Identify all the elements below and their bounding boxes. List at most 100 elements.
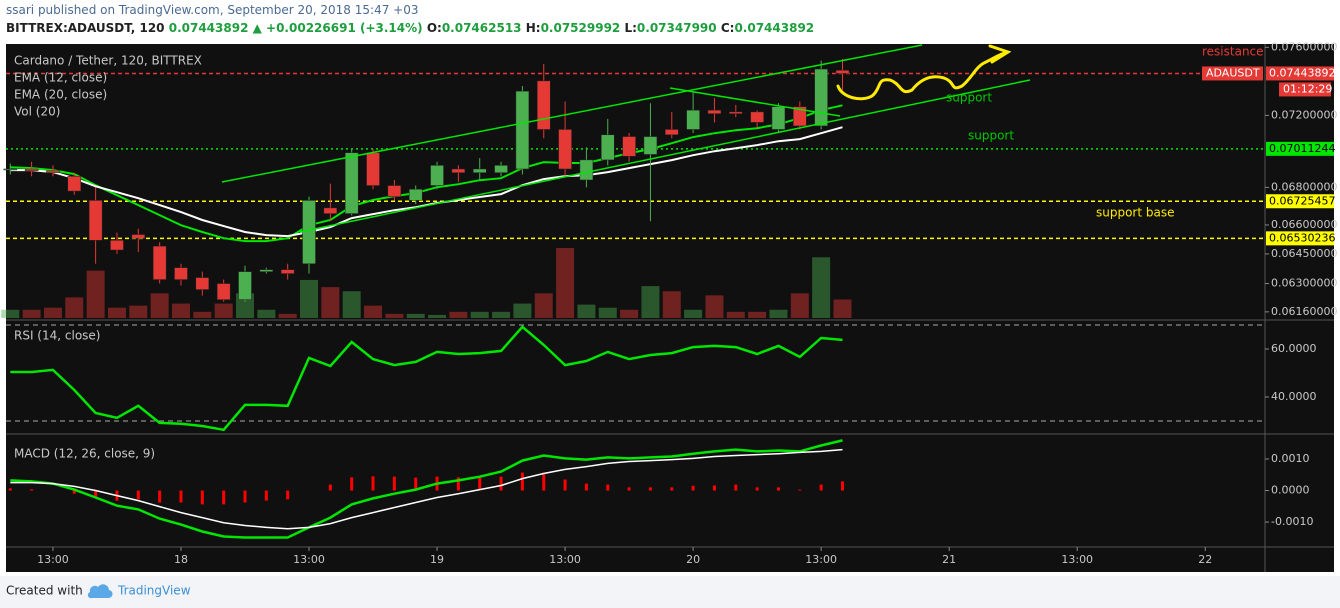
histogram-bar: [478, 477, 482, 491]
ohlc-label: O:: [426, 21, 442, 35]
histogram-bar: [136, 490, 140, 500]
y-tick-label: 0.06160000: [1271, 305, 1337, 318]
volume-bar: [86, 270, 105, 318]
volume-bar: [534, 293, 553, 318]
candle-body: [814, 68, 828, 127]
volume-bar: [598, 307, 617, 318]
footer-brand[interactable]: TradingView: [117, 584, 191, 598]
volume-bar: [150, 293, 169, 318]
candle-body: [3, 168, 18, 171]
volume-bar: [257, 309, 276, 318]
volume-bar: [513, 303, 532, 318]
histogram-bar: [755, 487, 759, 491]
candle-body: [686, 109, 700, 130]
candle-body: [216, 283, 231, 300]
volume-bar: [641, 286, 660, 318]
candle-body: [707, 109, 722, 114]
candle-body: [472, 168, 487, 173]
candle-body: [729, 111, 743, 114]
candle-body: [24, 168, 39, 172]
histogram-bar: [328, 484, 332, 491]
histogram-bar: [350, 477, 354, 491]
y-tick-label: 0.06450000: [1271, 247, 1337, 260]
y-tick-label: 60.0000: [1271, 342, 1317, 355]
volume-bar: [620, 309, 639, 318]
candle-body: [622, 136, 636, 157]
candle-body: [131, 234, 146, 239]
histogram-bar: [222, 490, 226, 505]
level-label: 0.06725457: [1269, 194, 1335, 207]
level-label-box: [1266, 231, 1334, 246]
volume-bar: [406, 313, 425, 318]
trend-line: [299, 79, 1031, 233]
histogram-bar: [840, 481, 844, 491]
histogram-bar: [691, 485, 695, 491]
volume-bar: [171, 303, 190, 318]
series-line: [10, 104, 843, 243]
last-price: 0.07443892: [168, 21, 249, 35]
volume-bar: [193, 311, 212, 318]
histogram-bar: [264, 490, 268, 501]
histogram-bar: [520, 472, 524, 491]
histogram-bar: [30, 489, 34, 491]
ohlc-label: L:: [624, 21, 637, 35]
volume-bar: [43, 307, 62, 318]
drawings: [221, 44, 1031, 233]
histogram-bar: [158, 490, 162, 503]
y-tick-label: 0.06800000: [1271, 180, 1337, 193]
histogram-bar: [179, 490, 183, 503]
histogram-bar: [8, 488, 12, 491]
x-tick-label: 20: [686, 553, 700, 566]
y-tick-label: 40.0000: [1271, 390, 1317, 403]
brand-logo: [87, 584, 113, 599]
histogram-bar: [456, 477, 460, 491]
x-tick-label: 19: [430, 553, 444, 566]
annotation: support: [946, 91, 992, 105]
histogram-bar: [286, 490, 290, 500]
series-line: [10, 325, 843, 432]
candle-body: [430, 165, 444, 186]
volume-bar: [556, 248, 575, 318]
x-tick-label: 13:00: [37, 553, 69, 566]
candle-body: [280, 269, 295, 274]
volume-bar: [364, 305, 383, 318]
histogram-bar: [776, 487, 780, 491]
histogram-bar: [414, 477, 418, 491]
x-tick-label: 13:00: [293, 553, 325, 566]
candle-body: [259, 269, 274, 272]
level-label: 0.07011244: [1269, 142, 1335, 155]
legend-entry: Vol (20): [14, 105, 60, 119]
candle-body: [323, 207, 338, 214]
volume-bar: [1, 309, 20, 318]
candle-body: [302, 200, 316, 264]
candle-body: [408, 188, 423, 201]
candle-body: [46, 170, 60, 173]
ohlc-value: 0.07529992: [540, 21, 621, 35]
y-tick-label: 0.07200000: [1271, 108, 1337, 121]
volume-bar: [342, 291, 361, 318]
candle-body: [238, 271, 252, 300]
annotation: resistance: [1202, 45, 1264, 59]
volume-bar: [812, 257, 831, 318]
histogram-bar: [734, 484, 738, 491]
histogram-bar: [563, 479, 567, 491]
histogram-bar: [648, 487, 652, 491]
x-tick-label: 13:00: [1061, 553, 1093, 566]
level-label: 0.07443892: [1269, 66, 1335, 79]
candle-body: [494, 165, 508, 173]
level-label: 0.06530236: [1269, 231, 1335, 244]
trend-line: [221, 44, 923, 183]
legend-entry: EMA (12, close): [14, 71, 107, 85]
candle-body: [88, 200, 103, 241]
symbol: BITTREX:ADAUSDT, 120: [6, 21, 165, 35]
annotation: support base: [1096, 206, 1175, 220]
x-tick-label: 22: [1198, 553, 1212, 566]
scribble-arrow: [836, 44, 1012, 101]
volume-bar: [385, 313, 404, 318]
candle-body: [344, 152, 359, 214]
candle-body: [195, 277, 210, 290]
histogram-bar: [798, 489, 802, 491]
histogram-bar: [712, 485, 716, 491]
